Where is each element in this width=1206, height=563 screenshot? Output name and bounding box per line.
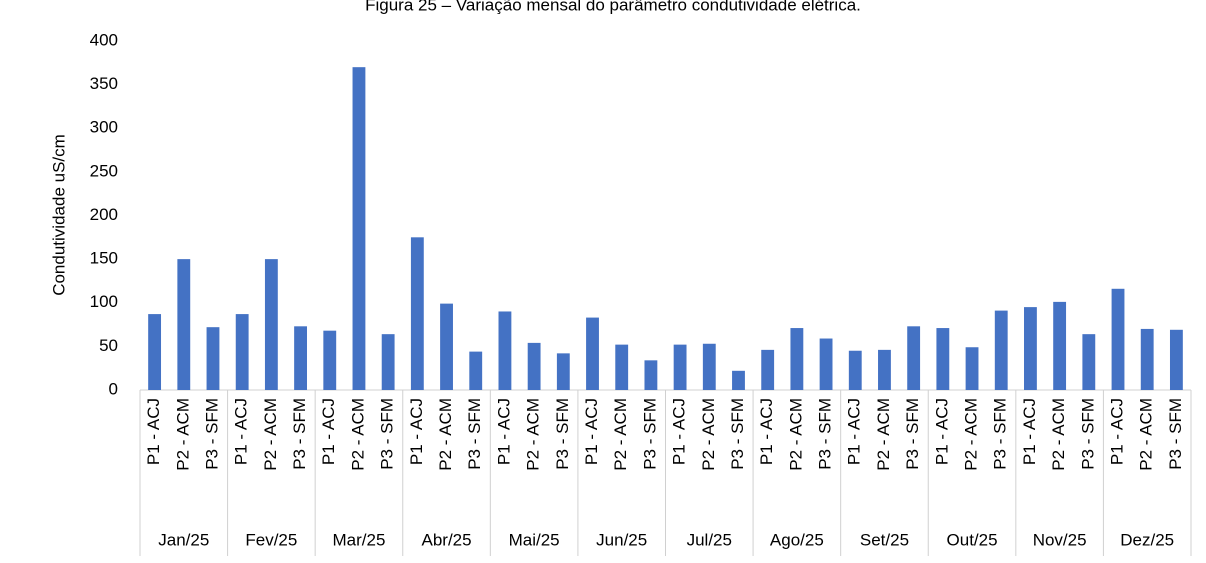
bar [323,330,337,390]
bar [615,344,629,390]
x-tick-label: P3 - SFM [553,398,572,470]
group-label: Fev/25 [245,530,297,549]
x-tick-label: P2 - ACM [1049,398,1068,471]
y-axis-label: Condutividade uS/cm [49,134,68,296]
bar [177,259,191,390]
y-tick-label: 400 [90,30,118,49]
bar [1140,328,1154,390]
chart-title: Figura 25 – Variação mensal do parâmetro… [365,0,861,14]
bar [235,314,249,390]
x-tick-label: P3 - SFM [1078,398,1097,470]
y-tick-label: 200 [90,205,118,224]
bar [206,327,220,390]
x-tick-label: P1 - ACJ [407,398,426,465]
x-tick-label: P1 - ACJ [1020,398,1039,465]
y-tick-label: 50 [99,336,118,355]
y-tick-label: 350 [90,74,118,93]
bar [673,344,687,390]
x-tick-label: P2 - ACM [786,398,805,471]
bar [644,360,658,390]
x-tick-label: P3 - SFM [378,398,397,470]
bar [819,338,833,390]
bar [1169,329,1183,390]
x-tick-label: P2 - ACM [611,398,630,471]
x-tick-label: P3 - SFM [903,398,922,470]
y-tick-label: 100 [90,292,118,311]
group-label: Nov/25 [1033,530,1087,549]
x-tick-label: P1 - ACJ [319,398,338,465]
bar [936,328,950,390]
bar [381,334,395,390]
x-tick-label: P3 - SFM [640,398,659,470]
bar [556,353,570,390]
group-label: Jul/25 [687,530,732,549]
bar [907,326,921,390]
x-tick-label: P3 - SFM [728,398,747,470]
x-tick-label: P1 - ACJ [232,398,251,465]
group-label: Set/25 [860,530,909,549]
y-tick-label: 250 [90,161,118,180]
bar [148,314,162,390]
group-label: Jan/25 [158,530,209,549]
x-tick-label: P2 - ACM [524,398,543,471]
x-tick-label: P2 - ACM [261,398,280,471]
bar [1082,334,1096,390]
bar [352,67,366,391]
x-tick-label: P1 - ACJ [1107,398,1126,465]
group-label: Abr/25 [421,530,471,549]
y-tick-label: 300 [90,118,118,137]
bar [790,328,804,390]
x-tick-label: P2 - ACM [1137,398,1156,471]
bar [965,347,979,390]
bar [264,259,278,390]
x-tick-label: P1 - ACJ [494,398,513,465]
group-label: Out/25 [947,530,998,549]
x-tick-label: P2 - ACM [348,398,367,471]
bar [732,370,745,390]
x-tick-label: P2 - ACM [699,398,718,471]
x-tick-label: P3 - SFM [290,398,309,470]
bar [498,311,512,390]
bar [761,349,775,390]
x-tick-label: P3 - SFM [816,398,835,470]
bar [440,303,453,390]
x-tick-label: P2 - ACM [962,398,981,471]
bar [878,349,891,390]
group-label: Mar/25 [332,530,385,549]
x-tick-label: P1 - ACJ [582,398,601,465]
bar [848,350,862,390]
x-tick-label: P3 - SFM [1166,398,1185,470]
x-tick-label: P1 - ACJ [932,398,951,465]
x-tick-label: P1 - ACJ [845,398,864,465]
x-tick-label: P1 - ACJ [670,398,689,465]
x-tick-label: P2 - ACM [173,398,192,471]
group-label: Mai/25 [509,530,560,549]
bar [527,342,541,390]
x-tick-label: P3 - SFM [202,398,221,470]
group-label: Jun/25 [596,530,647,549]
bar [586,317,599,390]
bar [294,326,307,390]
bar [410,237,424,390]
bar [702,343,716,390]
x-tick-label: P2 - ACM [874,398,893,471]
x-tick-label: P3 - SFM [465,398,484,470]
group-label: Ago/25 [770,530,824,549]
bar [1024,307,1037,390]
group-label: Dez/25 [1120,530,1174,549]
bar [1111,288,1125,390]
y-tick-label: 150 [90,249,118,268]
x-tick-label: P3 - SFM [991,398,1010,470]
bar [469,351,483,390]
bar [1053,301,1067,390]
y-tick-label: 0 [109,379,118,398]
x-tick-label: P2 - ACM [436,398,455,471]
bar [994,310,1008,390]
x-tick-label: P1 - ACJ [144,398,163,465]
x-tick-label: P1 - ACJ [757,398,776,465]
